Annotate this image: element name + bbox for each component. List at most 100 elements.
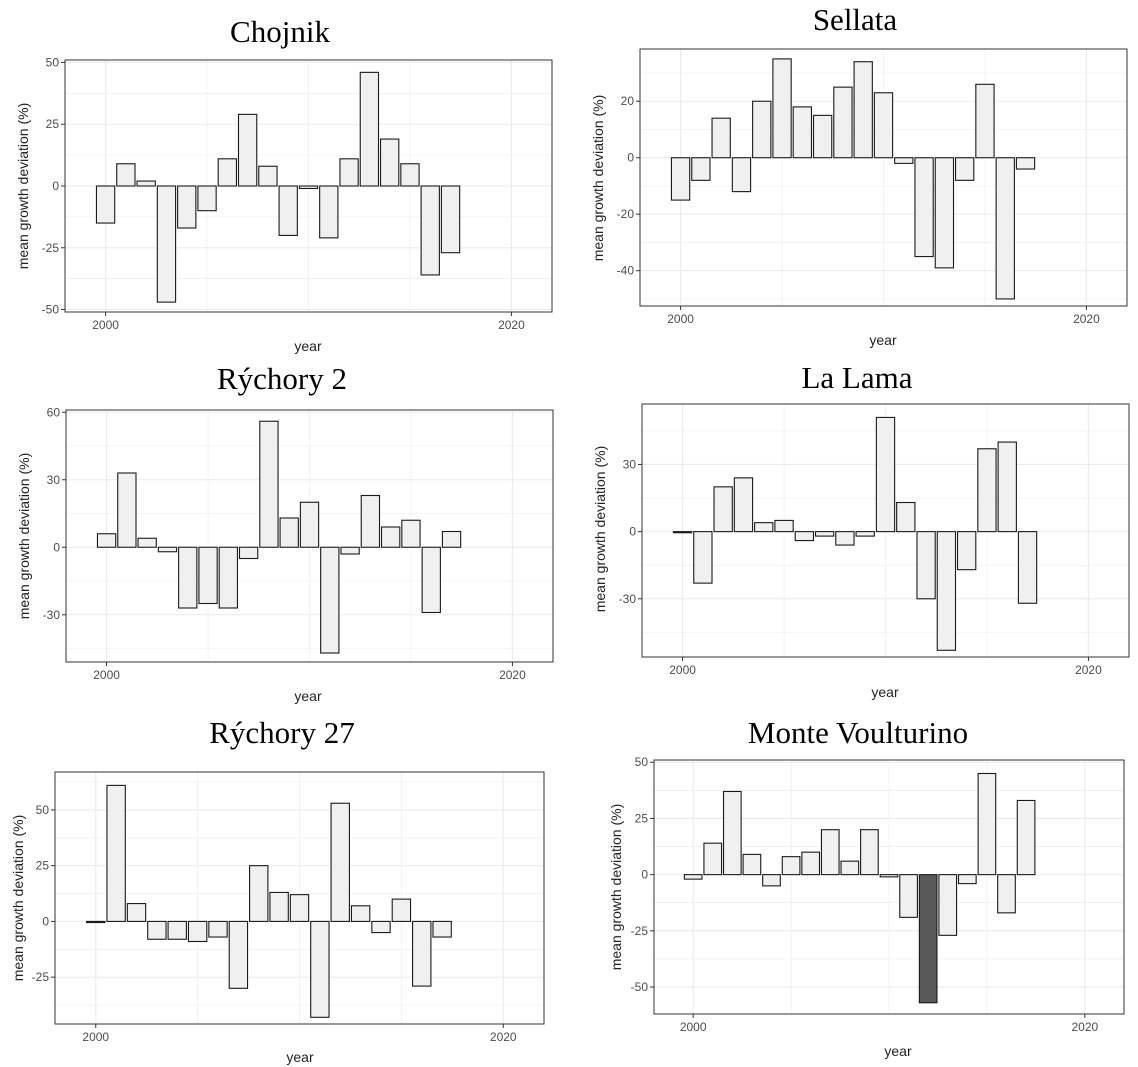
bar-2000 [86,920,106,924]
bar-2000 [670,157,691,201]
bar-2012 [914,157,934,258]
panel-border [641,403,1130,658]
x-tick-label: 2020 [1075,663,1102,677]
bar-2009 [855,531,875,537]
y-axis-label: mean growth deviation (%) [590,95,606,262]
bar-2012 [340,546,360,555]
bar-2017 [1016,799,1036,876]
bar-2011 [319,185,339,239]
y-axis-label: mean growth deviation (%) [10,815,26,982]
bar-2014 [954,157,975,181]
bar-2003 [157,546,178,553]
panel-border [639,48,1128,307]
bar-2009 [269,891,289,922]
bar-2015 [975,83,995,159]
bar-2011 [320,546,340,654]
bar-2003 [731,157,752,193]
bar-2010 [873,92,894,159]
chart-panel-monte-voulturino: Monte Voulturino 50 25 0 -25 -50 2000 2020 me… [569,712,1138,1067]
x-tick-label: 2020 [1071,1020,1098,1034]
bar-2004 [754,522,774,533]
bar-2016 [420,185,440,276]
x-tick-label: 2020 [1073,312,1100,326]
bar-2008 [249,865,269,922]
bar-2007 [812,114,833,159]
x-axis-label: year [286,1049,314,1065]
y-tick-label: 25 [36,859,50,873]
bar-2012 [339,158,359,187]
bar-2016 [421,546,441,614]
chart-rychory-2: Rýchory 2 60 30 0 -30 2000 2020 mean growth … [16,361,554,704]
chart-panel-rychory-27: Rýchory 27 50 25 0 -25 2000 2020 mean growth… [0,712,569,1067]
x-tick-label: 2000 [93,668,120,682]
bar-2013 [350,905,371,922]
bar-2004 [167,920,187,940]
bar-2016 [995,157,1015,300]
bar-2009 [279,517,299,548]
bar-2014 [956,531,977,571]
y-tick-label: -40 [617,264,635,278]
y-ticks: 60 30 0 -30 [43,405,66,622]
chart-panel-la-lama: La Lama 30 0 -30 2000 2020 mean growth devi… [569,356,1138,712]
chart-chojnik: Chojnik 50 25 0 -25 -50 2000 2020 mean growth… [15,14,553,354]
y-tick-label: -30 [619,592,637,606]
x-axis-label: year [884,1043,912,1059]
x-tick-label: 2020 [498,318,525,332]
y-tick-label: 0 [641,868,648,882]
bar-2014 [379,138,400,187]
bar-2007 [820,829,840,876]
panel-border [653,759,1125,1015]
y-tick-label: -25 [631,924,649,938]
bar-2008 [259,420,279,548]
x-tick-label: 2020 [499,668,526,682]
bar-2002 [126,903,147,922]
bar-2010 [875,416,896,533]
bar-2002 [711,117,731,159]
x-ticks: 2000 2020 [82,1024,517,1044]
y-tick-label: -20 [617,207,635,221]
y-tick-label: 0 [627,151,634,165]
bar-2013 [360,494,381,548]
bar-2007 [814,531,835,537]
bar-2008 [840,860,860,876]
bar-2017 [440,185,461,254]
y-tick-label: 25 [635,811,649,825]
bar-2014 [380,526,401,548]
bar-2010 [879,874,899,878]
bar-2015 [391,898,412,922]
bar-2006 [794,531,815,542]
bar-2013 [359,71,380,187]
y-axis-label: mean growth deviation (%) [608,804,624,971]
bar-2006 [792,106,813,159]
bar-2003 [733,477,754,533]
bar-2006 [208,920,228,938]
chart-title: Rýchory 27 [209,715,355,750]
chart-monte-voulturino: Monte Voulturino 50 25 0 -25 -50 2000 2020 me… [608,715,1125,1059]
chart-panel-chojnik: Chojnik 50 25 0 -25 -50 2000 2020 mean growth… [0,0,569,356]
y-tick-label: 30 [623,457,637,471]
bar-2010 [289,894,310,922]
x-axis-label: year [871,684,899,700]
bar-2006 [801,851,821,876]
bar-2008 [835,531,855,546]
bar-2008 [833,86,853,159]
bar-2016 [412,920,432,987]
y-tick-label: 30 [47,473,61,487]
bar-2012 [918,874,938,1004]
bars [670,58,1036,300]
bar-2013 [934,157,955,269]
gridlines [640,49,1127,306]
x-axis-label: year [294,688,322,704]
bar-2005 [198,546,218,605]
y-tick-label: -25 [42,241,60,255]
bar-2012 [330,802,350,922]
x-axis-label: year [294,338,322,354]
bar-2001 [117,472,137,548]
y-tick-label: 50 [635,755,649,769]
y-tick-label: 60 [47,405,61,419]
x-ticks: 2000 2020 [680,1014,1099,1034]
x-axis-label: year [869,332,897,348]
x-ticks: 2000 2020 [93,662,526,682]
bar-2016 [997,441,1017,533]
bar-2009 [860,829,879,876]
